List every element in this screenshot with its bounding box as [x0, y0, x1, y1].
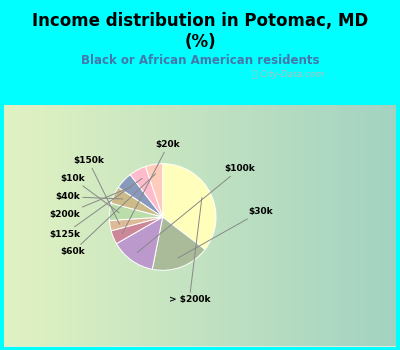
Text: $60k: $60k: [61, 174, 156, 256]
Text: $100k: $100k: [137, 164, 255, 253]
Text: Income distribution in Potomac, MD
(%): Income distribution in Potomac, MD (%): [32, 12, 368, 51]
Text: $10k: $10k: [61, 174, 119, 213]
Wedge shape: [152, 217, 205, 270]
Wedge shape: [163, 164, 216, 250]
Wedge shape: [111, 217, 163, 244]
Wedge shape: [118, 175, 163, 217]
Text: ⓘ City-Data.com: ⓘ City-Data.com: [252, 70, 324, 79]
Text: $40k: $40k: [55, 192, 123, 201]
Text: > $200k: > $200k: [168, 198, 210, 304]
Text: $150k: $150k: [73, 156, 120, 224]
Wedge shape: [146, 164, 163, 217]
Text: $30k: $30k: [178, 207, 273, 258]
Text: $200k: $200k: [49, 187, 131, 219]
Text: $125k: $125k: [49, 178, 142, 239]
Wedge shape: [110, 217, 163, 231]
Text: $20k: $20k: [122, 140, 180, 234]
Wedge shape: [109, 203, 163, 220]
Wedge shape: [111, 187, 163, 217]
Wedge shape: [130, 167, 163, 217]
Wedge shape: [116, 217, 163, 269]
Text: Black or African American residents: Black or African American residents: [81, 54, 319, 67]
